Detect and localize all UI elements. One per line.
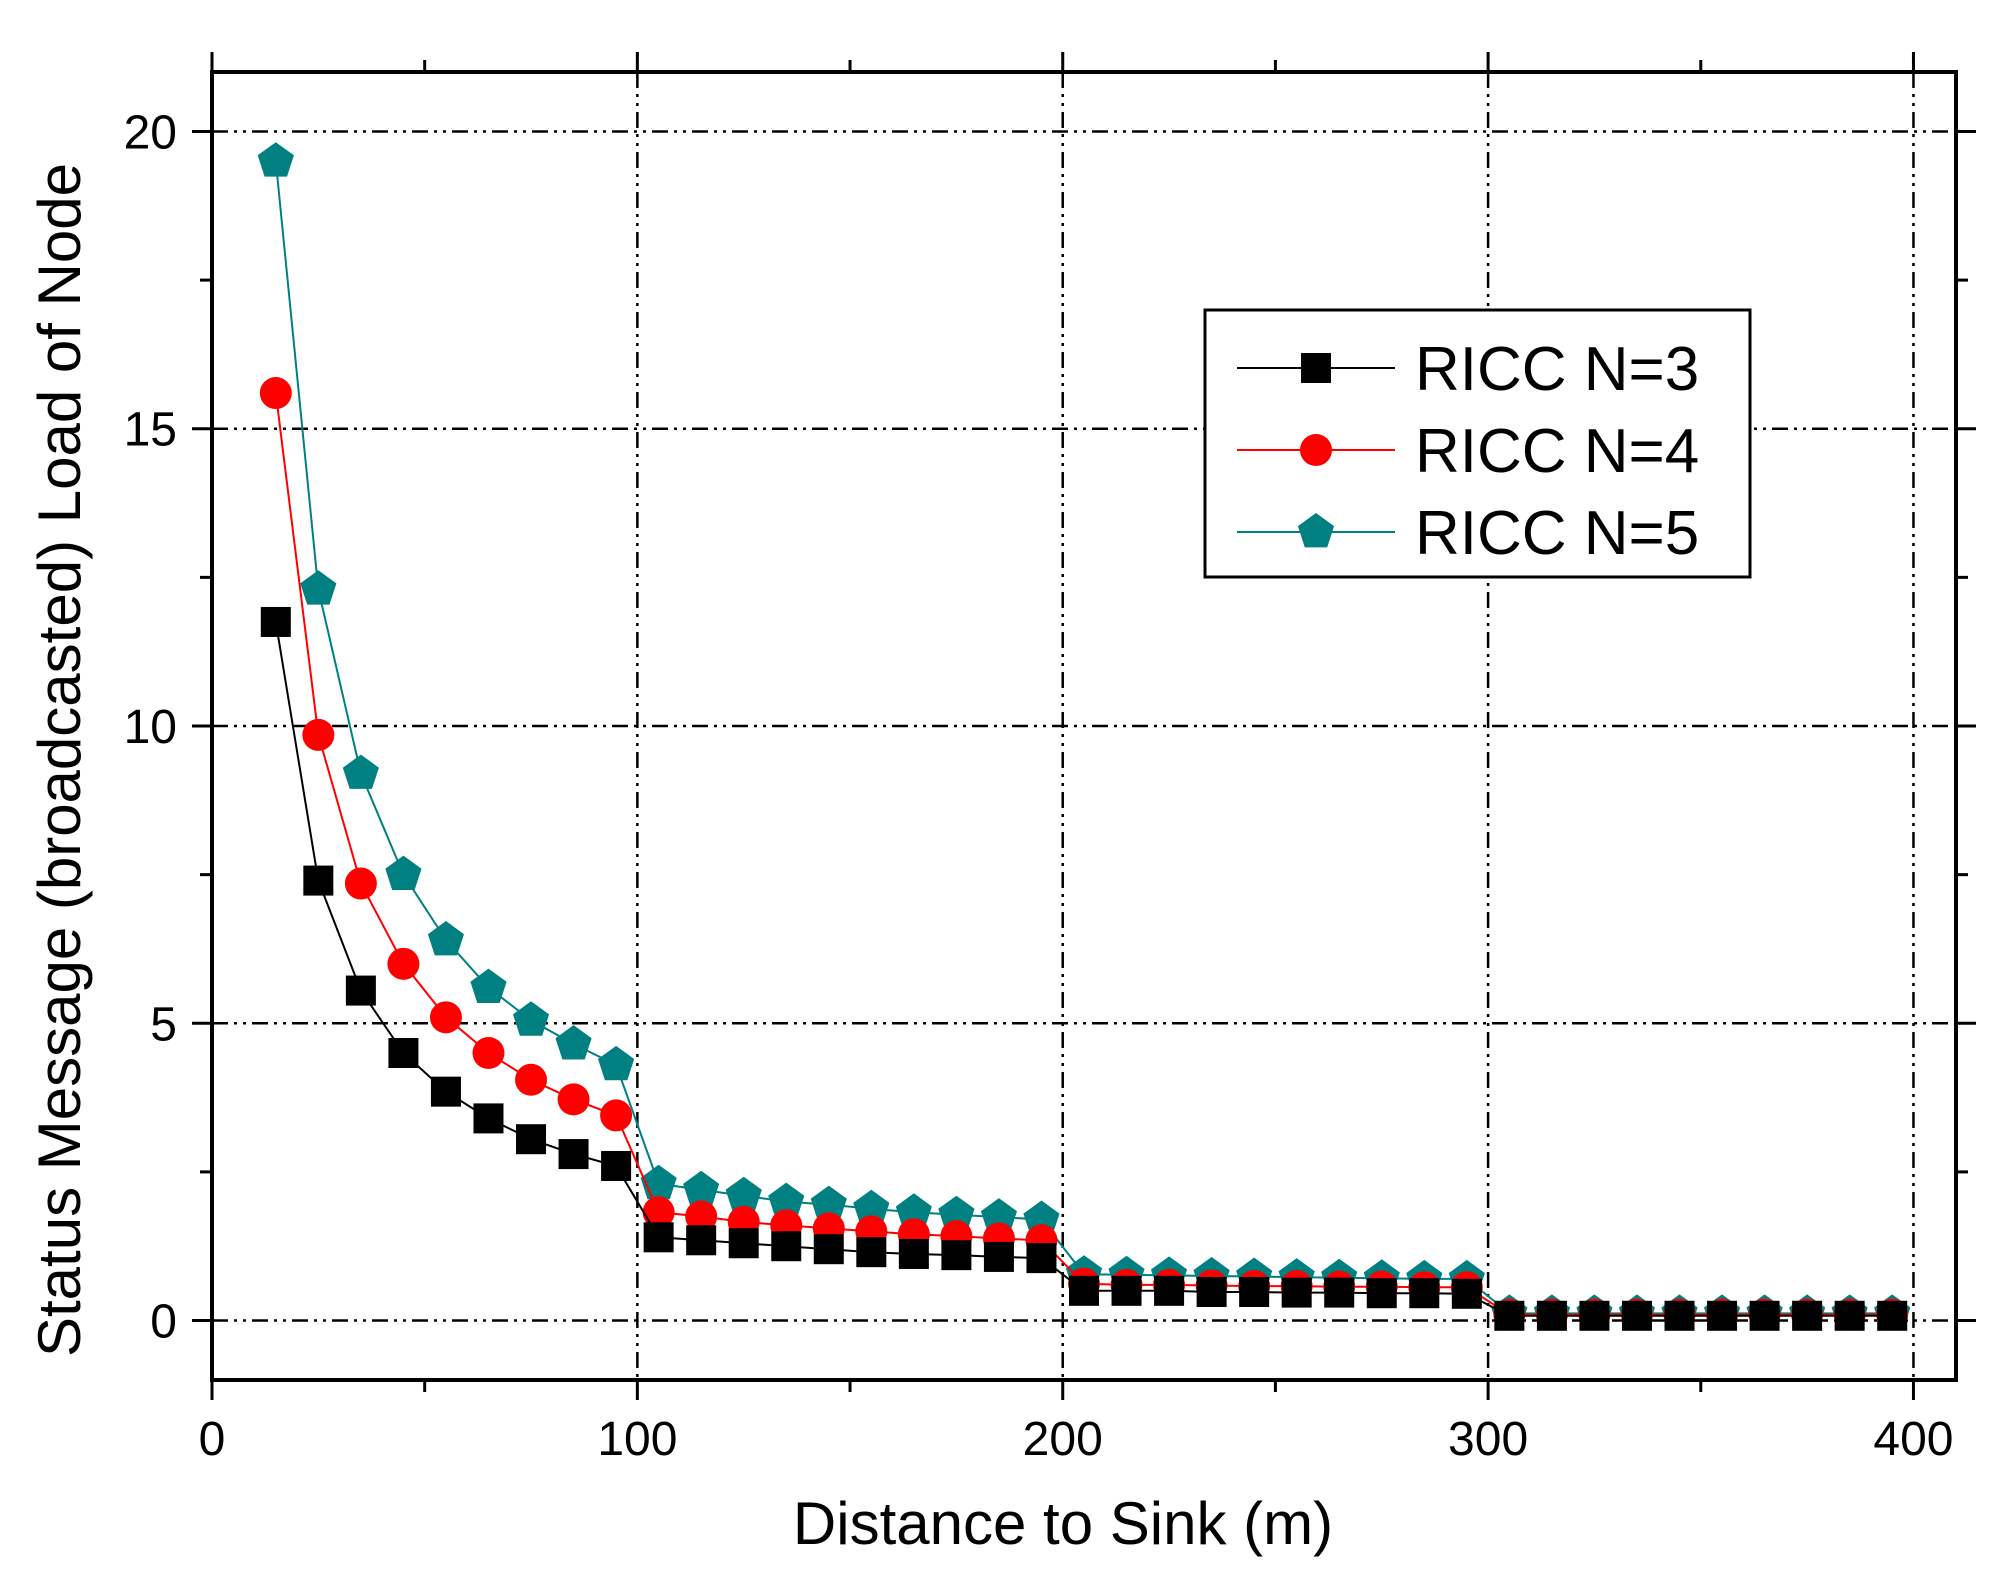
data-point xyxy=(257,142,294,177)
x-tick-label: 400 xyxy=(1873,1413,1953,1466)
data-point xyxy=(898,1238,929,1269)
data-point xyxy=(1621,1300,1652,1331)
data-point xyxy=(259,377,292,410)
legend-item: RICC N=3 xyxy=(1237,335,1699,404)
legend-marker xyxy=(1301,353,1331,383)
y-tick-label: 0 xyxy=(150,1296,177,1349)
legend-item: RICC N=4 xyxy=(1237,417,1699,486)
data-point xyxy=(470,968,507,1003)
data-point xyxy=(1154,1275,1185,1306)
data-point xyxy=(1877,1300,1908,1331)
data-point xyxy=(388,1038,419,1068)
data-point xyxy=(1069,1275,1099,1306)
data-point xyxy=(1324,1277,1355,1308)
legend-label: RICC N=4 xyxy=(1415,417,1699,486)
data-point xyxy=(683,1170,720,1206)
data-point xyxy=(1239,1277,1270,1308)
data-point xyxy=(345,975,376,1006)
data-point xyxy=(1494,1300,1525,1331)
data-point xyxy=(430,1076,461,1107)
data-point xyxy=(771,1231,802,1262)
grid-layer xyxy=(212,72,1956,1380)
data-point xyxy=(725,1176,762,1212)
data-point xyxy=(980,1198,1017,1233)
data-point xyxy=(853,1189,890,1225)
y-tick-label: 20 xyxy=(124,106,177,159)
y-tick-label: 10 xyxy=(124,701,177,754)
legend-marker xyxy=(1297,513,1335,548)
data-point xyxy=(1451,1278,1482,1309)
data-point xyxy=(516,1124,547,1155)
data-point xyxy=(387,947,420,980)
data-point xyxy=(303,865,334,896)
data-point xyxy=(557,1083,590,1116)
data-point xyxy=(1749,1300,1780,1331)
data-point xyxy=(515,1063,548,1096)
data-point xyxy=(300,570,337,605)
series-square xyxy=(260,606,1908,1331)
data-point xyxy=(856,1237,887,1268)
legend-marker xyxy=(1300,434,1332,466)
data-point xyxy=(472,1037,505,1069)
x-axis-title: Distance to Sink (m) xyxy=(793,1490,1333,1557)
data-point xyxy=(385,855,422,890)
data-point xyxy=(601,1150,632,1181)
data-point xyxy=(1707,1300,1738,1331)
x-tick-label: 200 xyxy=(1023,1413,1103,1466)
data-point xyxy=(344,867,377,900)
data-point xyxy=(1196,1277,1227,1308)
data-point xyxy=(685,1200,718,1233)
data-point xyxy=(427,921,464,956)
data-point xyxy=(768,1182,805,1217)
data-point xyxy=(1792,1300,1823,1331)
data-point xyxy=(895,1193,932,1228)
data-point xyxy=(598,1045,635,1081)
data-point xyxy=(513,1001,550,1036)
data-point xyxy=(473,1103,504,1134)
data-point xyxy=(302,718,335,751)
data-point xyxy=(728,1228,759,1259)
legend: RICC N=3 RICC N=4 RICC N=5 xyxy=(1203,308,1752,579)
data-point xyxy=(600,1099,633,1132)
data-point xyxy=(1536,1300,1567,1331)
data-point xyxy=(686,1225,717,1256)
data-point xyxy=(941,1240,972,1271)
legend-label: RICC N=5 xyxy=(1415,499,1699,568)
legend-label: RICC N=3 xyxy=(1415,335,1699,404)
data-point xyxy=(642,1196,675,1229)
data-point xyxy=(1664,1300,1695,1331)
data-point xyxy=(555,1025,592,1060)
y-tick-label: 15 xyxy=(124,404,177,457)
data-point xyxy=(342,754,379,789)
legend-item: RICC N=5 xyxy=(1237,499,1699,568)
data-point xyxy=(558,1139,589,1170)
data-point xyxy=(643,1222,674,1253)
data-point xyxy=(938,1195,975,1231)
data-point xyxy=(1281,1277,1312,1308)
data-point xyxy=(1026,1243,1057,1274)
data-point xyxy=(1834,1300,1865,1331)
data-point xyxy=(260,606,291,637)
x-tick-label: 300 xyxy=(1448,1413,1528,1466)
x-tick-label: 0 xyxy=(199,1413,226,1466)
x-tick-label: 100 xyxy=(597,1413,677,1466)
data-point xyxy=(1579,1300,1610,1331)
y-axis-title: Status Message (broadcasted) Load of Nod… xyxy=(26,163,93,1357)
data-point xyxy=(983,1241,1014,1272)
data-point xyxy=(810,1185,847,1220)
data-point xyxy=(813,1234,844,1265)
data-point xyxy=(1409,1278,1440,1309)
series-layer xyxy=(257,142,1911,1331)
data-point xyxy=(1111,1275,1142,1306)
y-tick-label: 5 xyxy=(150,998,177,1051)
data-point xyxy=(1023,1200,1060,1235)
data-point xyxy=(1366,1278,1397,1309)
axes-layer: 0 100 200 300 400 0 5 10 15 20 xyxy=(124,52,1976,1466)
data-point xyxy=(429,1001,462,1034)
